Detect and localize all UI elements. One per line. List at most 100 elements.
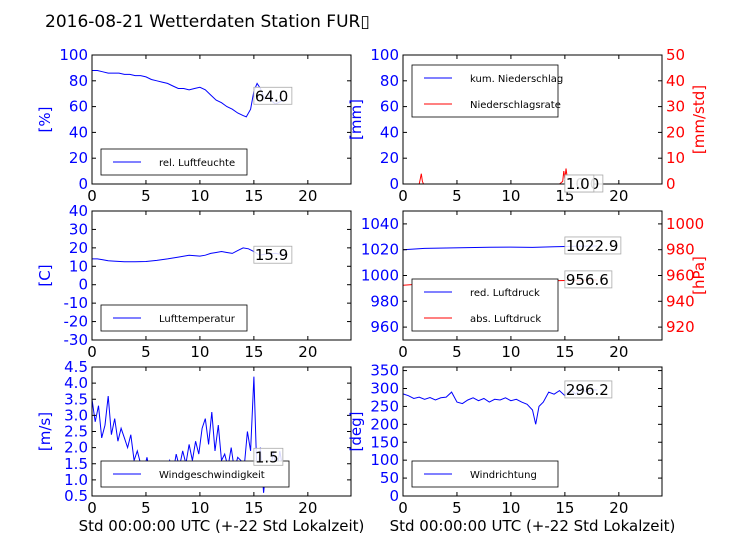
x-tick-label: 15 xyxy=(244,187,263,205)
value-annotation-2: 956.6 xyxy=(566,271,609,289)
y-axis-label: [C] xyxy=(36,264,54,286)
y-tick-label: 100 xyxy=(59,46,88,64)
chart-title: 2016-08-21 Wetterdaten Station FUR▯ xyxy=(45,12,370,32)
y-tick-label: 2.0 xyxy=(64,439,88,457)
y-axis-label: [deg] xyxy=(347,412,365,452)
y-tick-label: 350 xyxy=(370,362,399,380)
x-tick-label: 10 xyxy=(190,187,209,205)
series-line-5-0 xyxy=(402,387,598,425)
panel-0: 0 5 10 15 20 0 20 40 60 80 100 [%] rel. Luftfeuchte 6… xyxy=(36,46,352,205)
legend xyxy=(411,278,559,332)
y-axis-label: [m/s] xyxy=(36,412,54,451)
y-tick-label: 100 xyxy=(370,46,399,64)
y-tick-label: 0 xyxy=(389,487,399,505)
y-tick-label: 300 xyxy=(370,380,399,398)
legend-entry: Lufttemperatur xyxy=(159,314,236,325)
x-tick-label: 20 xyxy=(298,343,317,361)
x-tick-label: 15 xyxy=(555,499,574,517)
legend-entry: Windgeschwindigkeit xyxy=(159,470,265,481)
y-tick-label: 40 xyxy=(380,123,399,141)
y2-tick-label: 960 xyxy=(666,267,695,285)
y2-tick-label: 980 xyxy=(666,241,695,259)
y-tick-label: 980 xyxy=(370,292,399,310)
y-tick-label: 20 xyxy=(69,239,88,257)
x-tick-label: 10 xyxy=(501,187,520,205)
y-tick-label: 1020 xyxy=(361,241,399,259)
x-tick-label: 0 xyxy=(398,499,408,517)
y-tick-label: 40 xyxy=(69,123,88,141)
x-axis-label: Std 00:00:00 UTC (+-22 Std Lokalzeit) xyxy=(79,517,365,535)
x-tick-label: 5 xyxy=(452,187,462,205)
value-annotation: 296.2 xyxy=(566,381,609,399)
y-tick-label: 960 xyxy=(370,318,399,336)
y2-tick-label: 10 xyxy=(666,149,685,167)
x-tick-label: 15 xyxy=(244,499,263,517)
value-annotation-2-box xyxy=(564,174,595,193)
x-tick-label: 0 xyxy=(398,343,408,361)
x-tick-label: 0 xyxy=(398,187,408,205)
y2-axis-label: [mm/std] xyxy=(690,85,708,154)
y-tick-label: -30 xyxy=(64,331,89,349)
x-tick-label: 0 xyxy=(87,343,97,361)
y-tick-label: 60 xyxy=(380,98,399,116)
series-line-4-0 xyxy=(91,376,287,493)
y2-axis-label: [hPa] xyxy=(690,256,708,295)
y-tick-label: 1000 xyxy=(361,267,399,285)
y2-tick-label: 50 xyxy=(666,46,685,64)
x-tick-label: 5 xyxy=(452,343,462,361)
y2-tick-label: 0 xyxy=(666,175,676,193)
y-tick-label: 0 xyxy=(78,175,88,193)
series-line-2-0 xyxy=(92,247,287,263)
y-tick-label: 60 xyxy=(69,98,88,116)
y-tick-label: 3.0 xyxy=(64,406,88,424)
x-tick-label: 10 xyxy=(190,343,209,361)
y2-tick-label: 40 xyxy=(666,72,685,90)
y-tick-label: 20 xyxy=(69,149,88,167)
y-tick-label: 150 xyxy=(370,433,399,451)
x-tick-label: 5 xyxy=(141,343,151,361)
y2-tick-label: 30 xyxy=(666,98,685,116)
value-annotation-box xyxy=(253,447,284,466)
x-tick-label: 0 xyxy=(87,187,97,205)
value-annotation: 1.5 xyxy=(255,448,279,466)
y-tick-label: 0.5 xyxy=(64,487,88,505)
value-annotation-box xyxy=(564,380,613,399)
value-annotation: 1022.9 xyxy=(566,237,619,255)
legend-entry: Windrichtung xyxy=(470,470,537,481)
y-axis-label: [%] xyxy=(36,107,54,133)
value-annotation-box xyxy=(253,86,293,105)
series-line-0-0 xyxy=(92,70,287,118)
y-tick-label: 0 xyxy=(389,175,399,193)
x-tick-label: 10 xyxy=(501,343,520,361)
x-tick-label: 10 xyxy=(190,499,209,517)
y-tick-label: 4.0 xyxy=(64,374,88,392)
y-tick-label: 30 xyxy=(69,220,88,238)
axes-frame xyxy=(402,366,663,497)
axes-frame xyxy=(91,210,352,341)
value-annotation-2-box xyxy=(564,270,613,289)
y-tick-label: 40 xyxy=(69,202,88,220)
y-tick-label: 200 xyxy=(370,415,399,433)
legend-entry: rel. Luftfeuchte xyxy=(159,158,235,169)
x-tick-label: 5 xyxy=(141,499,151,517)
y-tick-label: 80 xyxy=(69,72,88,90)
y-tick-label: 0 xyxy=(78,276,88,294)
y-tick-label: 4.5 xyxy=(64,358,88,376)
x-tick-label: 20 xyxy=(609,499,628,517)
y-tick-label: 100 xyxy=(370,451,399,469)
y-tick-label: -10 xyxy=(64,294,89,312)
x-tick-label: 15 xyxy=(244,343,263,361)
panel-2: 0 5 10 15 20-30-20-10010203040[C]Lufttempera… xyxy=(36,202,352,361)
value-annotation: 64.0 xyxy=(255,87,288,105)
x-tick-label: 5 xyxy=(141,187,151,205)
y2-tick-label: 1000 xyxy=(666,215,704,233)
x-tick-label: 20 xyxy=(298,187,317,205)
y-tick-label: 1.5 xyxy=(64,455,88,473)
y-tick-label: 3.5 xyxy=(64,390,88,408)
x-axis-label: Std 00:00:00 UTC (+-22 Std Lokalzeit) xyxy=(390,517,676,535)
value-annotation-box xyxy=(564,236,622,255)
